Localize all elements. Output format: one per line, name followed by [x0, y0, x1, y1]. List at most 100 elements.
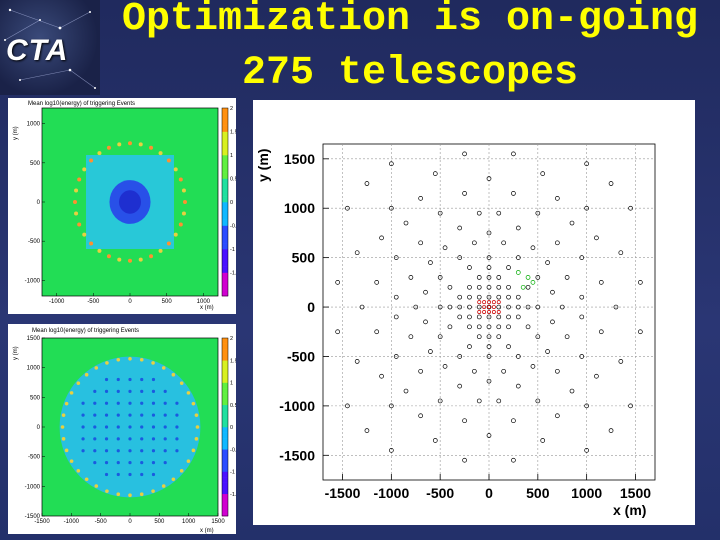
y-tick-label: -500: [28, 239, 41, 245]
colorbar-segment: [222, 113, 228, 121]
heatmap-edge-spot: [194, 413, 199, 417]
telescope-point: [486, 265, 492, 270]
colorbar-tick-label: -1: [230, 247, 235, 253]
x-tick-label: 0: [128, 519, 132, 525]
y-tick-label: 0: [37, 200, 41, 206]
telescope-point: [457, 354, 463, 359]
telescope-point: [618, 250, 624, 256]
heatmap-telescope-spot: [116, 401, 120, 405]
telescope-point: [413, 304, 419, 310]
colorbar-segment: [222, 488, 228, 495]
y-tick-label: -500: [28, 455, 41, 461]
telescope-point: [496, 398, 502, 404]
y-tick-label: -1000: [25, 484, 41, 490]
heatmap-edge-spot: [181, 188, 186, 193]
colorbar-tick-label: -1: [230, 470, 235, 476]
telescope-point: [467, 284, 472, 290]
telescope-point: [530, 364, 536, 369]
telescope-point: [564, 334, 570, 340]
telescope-point: [476, 294, 482, 300]
telescope-point: [564, 275, 570, 280]
colorbar-segment: [222, 454, 228, 461]
telescope-point: [506, 265, 511, 270]
heatmap-edge-spot: [64, 448, 69, 453]
x-axis-label: x (m): [200, 305, 214, 311]
colorbar-segment: [222, 266, 228, 273]
telescope-point: [457, 304, 463, 310]
heatmap-telescope-spot: [116, 437, 120, 441]
colorbar-segment: [222, 438, 228, 444]
heatmap-telescope-spot: [151, 377, 156, 382]
colorbar-segment: [222, 388, 228, 394]
telescope-point: [393, 314, 399, 320]
heatmap-edge-spot: [82, 232, 87, 237]
telescope-point: [374, 280, 380, 285]
telescope-point: [496, 324, 502, 330]
heatmap-edge-spot: [76, 381, 81, 385]
heatmap-edge-spot: [128, 258, 132, 263]
telescope-point: [487, 300, 491, 305]
colorbar-segment: [222, 243, 228, 250]
heatmap-edge-spot: [161, 484, 166, 488]
telescope-point: [462, 418, 467, 424]
heatmap-telescope-spot: [151, 437, 156, 441]
telescope-point: [555, 368, 560, 374]
colorbar-tick-label: -0.5: [230, 447, 236, 453]
heatmap-telescope-spot: [104, 449, 109, 453]
heatmap-edge-spot: [116, 358, 121, 362]
telescope-point: [477, 300, 482, 305]
heatmap-edge-spot: [195, 425, 200, 429]
colorbar-segment: [222, 443, 228, 450]
heatmap-telescope-spot: [93, 401, 97, 405]
heatmap-edge-spot: [97, 151, 102, 156]
telescope-point: [389, 448, 394, 453]
colorbar-tick-label: 2: [230, 336, 233, 342]
heatmap-edge-spot: [161, 366, 166, 370]
telescope-point: [418, 196, 423, 201]
telescope-point: [594, 373, 599, 379]
heatmap-panel-bottom: Mean log10(energy) of triggering Events …: [8, 324, 239, 534]
colorbar-segment: [222, 237, 228, 244]
telescope-point: [428, 260, 433, 265]
telescope-point: [540, 171, 546, 176]
heatmap-edge-spot: [77, 177, 82, 182]
telescope-point: [525, 304, 531, 310]
telescope-point: [437, 304, 443, 310]
heatmap-edge-spot: [186, 459, 191, 463]
telescope-point: [628, 403, 633, 409]
telescope-point: [467, 314, 472, 320]
logo-starfield: [4, 8, 96, 89]
y-axis-label: y (m): [13, 346, 19, 360]
heatmap-edge-spot: [166, 158, 171, 163]
heatmap-telescope-spot: [104, 401, 109, 405]
heatmap-telescope-spot: [151, 389, 156, 393]
heatmap-telescope-spot: [163, 437, 167, 441]
telescope-point: [457, 294, 463, 300]
heatmap-edge-spot: [106, 145, 111, 150]
heatmap-telescope-spot: [151, 449, 156, 453]
telescope-point: [476, 324, 482, 330]
colorbar-segment: [222, 149, 228, 156]
telescope-point: [506, 304, 511, 310]
telescope-point: [486, 304, 492, 310]
heatmap-edge-spot: [151, 489, 155, 493]
telescope-point: [462, 191, 467, 196]
telescope-point: [486, 284, 492, 290]
heatmap-panel-top: Mean log10(energy) of triggering Events …: [8, 98, 239, 314]
x-tick-label: 1000: [197, 299, 211, 305]
telescope-point: [496, 275, 502, 280]
colorbar-segment: [222, 393, 228, 400]
telescope-point: [550, 319, 555, 325]
heatmap-edge-spot: [178, 222, 183, 227]
colorbar-tick-label: 0: [230, 200, 233, 206]
x-tick-label: 0: [128, 299, 132, 305]
telescope-point: [511, 418, 516, 424]
heatmap-edge-spot: [149, 254, 154, 259]
x-tick-label: -1000: [64, 519, 80, 525]
telescope-point: [457, 383, 463, 389]
colorbar-segment: [222, 184, 228, 191]
heatmap-edge-spot: [158, 151, 163, 156]
x-tick-label: -500: [426, 485, 454, 501]
telescope-point: [496, 314, 502, 320]
colorbar-segment: [222, 371, 228, 378]
